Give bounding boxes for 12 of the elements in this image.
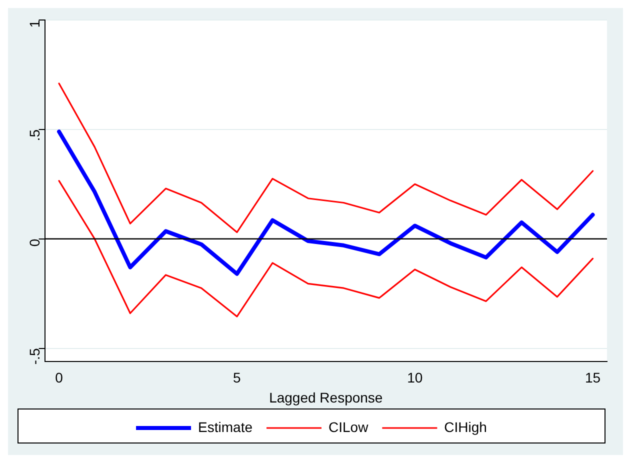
y-tick-label: 0 [26, 238, 43, 247]
x-tick-label: 5 [233, 370, 242, 386]
y-tick-label: -.5 [26, 348, 43, 365]
x-tick-label: 10 [407, 370, 423, 386]
x-tick-label: 15 [584, 370, 601, 386]
legend-label: CILow [328, 418, 370, 435]
x-tick-label: 0 [55, 370, 64, 386]
legend-label: CIHigh [444, 418, 487, 435]
legend-label: Estimate [198, 418, 253, 435]
y-tick-label: 1 [26, 20, 43, 28]
x-axis-title: Lagged Response [269, 389, 383, 406]
y-tick-label: .5 [26, 129, 43, 142]
